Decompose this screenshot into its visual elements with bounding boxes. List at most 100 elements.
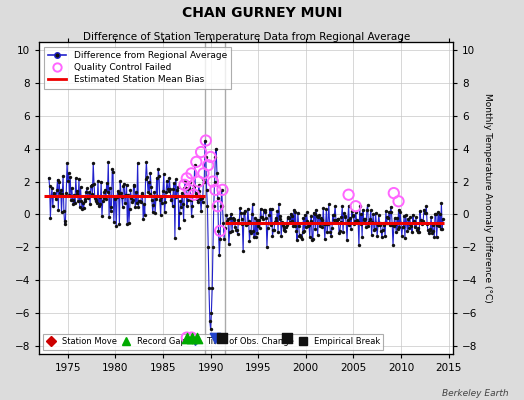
Point [321, 236, 329, 242]
Point [84, 194, 93, 200]
Point [422, 203, 431, 210]
Point [375, 220, 384, 226]
Point [301, 212, 309, 218]
Point [245, 238, 254, 244]
Point [129, 181, 138, 188]
Point [212, 146, 220, 152]
Point [260, 208, 269, 215]
Point [188, 170, 196, 176]
Point [386, 222, 394, 228]
Point [396, 209, 405, 215]
Point [145, 179, 153, 185]
Point [273, 208, 281, 214]
Point [330, 212, 339, 218]
Point [436, 226, 445, 232]
Point [431, 210, 439, 217]
Point [401, 234, 409, 241]
Point [308, 237, 316, 244]
Point [264, 224, 272, 231]
Point [238, 221, 246, 227]
Point [251, 215, 259, 221]
Point [334, 215, 343, 222]
Point [94, 178, 102, 184]
Point [71, 200, 79, 206]
Point [57, 209, 66, 216]
Point [140, 201, 148, 208]
Point [182, 334, 191, 341]
Point [264, 220, 272, 226]
Point [395, 224, 403, 230]
Point [60, 208, 68, 215]
Point [188, 334, 196, 341]
Point [337, 214, 346, 220]
Point [200, 178, 209, 185]
Point [310, 210, 318, 216]
Point [389, 242, 397, 248]
Point [209, 244, 217, 250]
Point [369, 211, 377, 218]
Point [219, 203, 227, 210]
Point [48, 184, 56, 191]
Point [304, 223, 312, 229]
Point [330, 217, 338, 224]
Point [409, 217, 418, 224]
Point [122, 182, 130, 188]
Point [318, 217, 326, 223]
Point [298, 236, 306, 242]
Point [321, 220, 330, 227]
Point [234, 217, 243, 224]
Point [136, 198, 144, 204]
Point [309, 236, 317, 242]
Point [425, 227, 434, 233]
Point [290, 223, 299, 230]
Point [305, 234, 314, 240]
Point [316, 223, 324, 229]
Point [49, 190, 58, 196]
Point [77, 198, 85, 204]
Point [191, 162, 199, 168]
Point [142, 159, 150, 165]
Point [232, 226, 240, 233]
Point [230, 216, 238, 223]
Point [158, 200, 167, 206]
Point [420, 206, 428, 213]
Point [111, 194, 119, 200]
Point [339, 229, 347, 236]
Point [377, 228, 385, 234]
Point [137, 191, 146, 198]
Point [180, 185, 189, 191]
Point [205, 318, 214, 324]
Point [244, 205, 252, 212]
Point [350, 221, 358, 228]
Point [254, 222, 263, 229]
Point [135, 198, 144, 204]
Point [172, 194, 181, 200]
Point [233, 231, 242, 237]
Point [236, 210, 245, 216]
Point [435, 222, 443, 229]
Point [97, 178, 105, 185]
Point [70, 191, 79, 198]
Point [435, 211, 444, 218]
Point [399, 224, 408, 230]
Point [106, 208, 115, 214]
Point [165, 187, 173, 194]
Point [387, 209, 396, 215]
Point [324, 220, 332, 227]
Point [374, 222, 382, 229]
Point [319, 205, 328, 211]
Point [199, 199, 207, 205]
Point [361, 216, 369, 222]
Point [418, 218, 427, 224]
Point [407, 223, 416, 229]
Point [86, 201, 94, 207]
Point [123, 220, 132, 227]
Point [347, 208, 356, 215]
Point [225, 229, 234, 236]
Point [322, 206, 331, 212]
Point [241, 207, 249, 214]
Point [293, 210, 302, 216]
Point [394, 226, 402, 232]
Point [410, 220, 419, 227]
Point [66, 192, 74, 198]
